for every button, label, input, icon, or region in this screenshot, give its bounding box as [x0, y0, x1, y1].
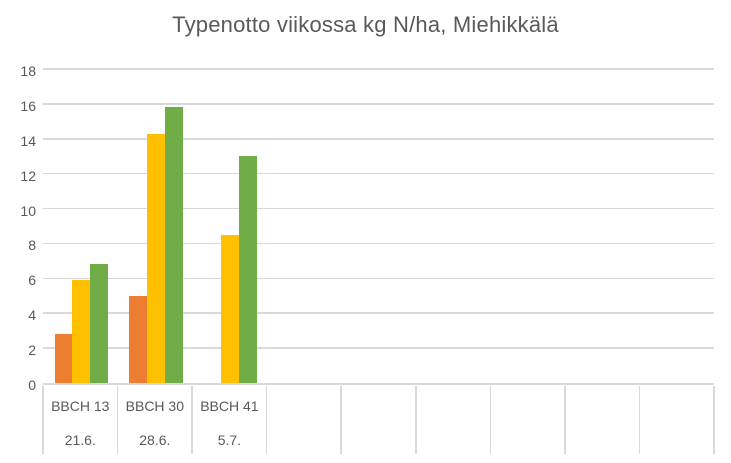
- green-series-bar: [164, 107, 183, 383]
- y-axis-tick-label: 4: [28, 307, 36, 324]
- category-label-date: 21.6.: [64, 432, 96, 448]
- gridline: [43, 103, 714, 105]
- category-separator: [713, 386, 715, 454]
- category-label-bbch: BBCH 30: [125, 398, 184, 414]
- gridline: [43, 172, 714, 175]
- category-separator: [340, 386, 342, 454]
- gridline: [43, 347, 714, 349]
- category-cell: [490, 386, 565, 454]
- y-axis-tick-label: 14: [20, 132, 36, 149]
- category-cell: [267, 386, 342, 454]
- yellow-series-bar: [72, 280, 91, 383]
- y-axis-tick-label: 12: [20, 167, 36, 184]
- category-label-date: 28.6.: [139, 432, 171, 448]
- gridline: [43, 242, 714, 245]
- category-label-bbch: BBCH 41: [200, 398, 259, 414]
- category-cell: BBCH 30 28.6.: [118, 386, 193, 454]
- category-cell: [639, 386, 714, 454]
- x-axis-category-area: BBCH 13 21.6. BBCH 30 28.6. BBCH 41 5.7.: [42, 386, 715, 454]
- green-series-bar: [90, 264, 108, 383]
- category-separator: [42, 386, 44, 454]
- category-cell: BBCH 13 21.6.: [43, 386, 118, 454]
- category-separator: [415, 386, 417, 454]
- category-separator: [564, 386, 566, 454]
- yellow-series-bar: [146, 133, 165, 383]
- category-cell: [565, 386, 640, 454]
- y-axis-tick-label: 10: [20, 202, 36, 219]
- category-separator: [265, 386, 268, 454]
- y-axis-tick-label: 16: [20, 97, 36, 114]
- gridline: [43, 207, 714, 210]
- category-separator: [116, 386, 119, 454]
- category-separator: [191, 386, 193, 454]
- category-cell: BBCH 41 5.7.: [192, 386, 267, 454]
- gridline: [43, 277, 714, 280]
- plot-area: [43, 68, 714, 385]
- y-axis-tick-label: 0: [28, 377, 36, 393]
- y-axis-tick-label: 2: [28, 342, 36, 359]
- category-cell: [416, 386, 491, 454]
- gridline: [43, 312, 714, 314]
- category-label-bbch: BBCH 13: [51, 398, 110, 414]
- yellow-series-bar: [221, 234, 240, 383]
- category-label-date: 5.7.: [217, 432, 242, 448]
- y-axis-tick-label: 8: [28, 237, 36, 254]
- y-axis-tick-label: 6: [28, 272, 36, 289]
- y-axis-tick-label: 18: [20, 63, 36, 79]
- green-series-bar: [239, 156, 258, 383]
- gridline: [43, 68, 714, 70]
- category-separator: [489, 386, 492, 454]
- category-separator: [638, 386, 641, 454]
- gridline: [43, 138, 714, 140]
- category-cell: [341, 386, 416, 454]
- chart-title: Typenotto viikossa kg N/ha, Miehikkälä: [172, 12, 559, 37]
- orange-series-bar: [129, 295, 147, 383]
- orange-series-bar: [54, 334, 73, 383]
